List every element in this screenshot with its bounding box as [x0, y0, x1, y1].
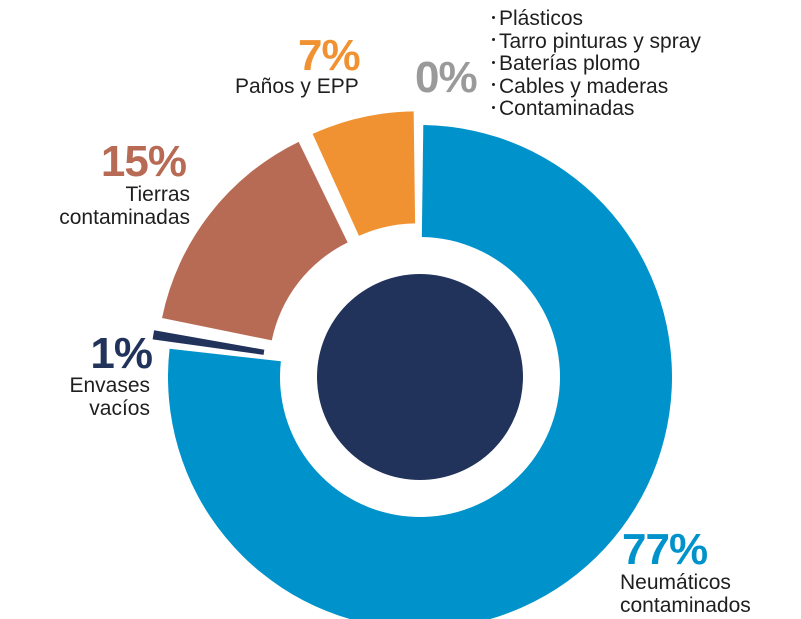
neumaticos-percent-label: 77% — [622, 525, 708, 574]
envases-desc-line1: Envases — [69, 374, 150, 397]
bullet-dot-icon — [492, 83, 495, 87]
list-item: Contaminadas — [492, 97, 701, 121]
panos-epp-percent-label: 7% — [298, 31, 361, 80]
panos-epp-desc-label: Paños y EPP — [235, 75, 359, 98]
bullet-dot-icon — [492, 60, 495, 64]
tierras-desc-line1: Tierras — [125, 183, 190, 206]
slice-envases — [152, 330, 265, 355]
bullet-dot-icon — [492, 15, 495, 19]
slice-tierras — [162, 141, 348, 341]
tierras-desc-line2: contaminadas — [59, 206, 190, 229]
donut-slices — [152, 111, 672, 619]
envases-percent-label: 1% — [90, 329, 153, 378]
list-item: Cables y maderas — [492, 75, 701, 99]
bullet-dot-icon — [492, 105, 495, 109]
envases-desc-line2: vacíos — [89, 397, 150, 420]
donut-center-disc — [317, 274, 523, 480]
list-item: Baterías plomo — [492, 52, 701, 76]
neumaticos-desc-line2: contaminados — [620, 594, 751, 617]
bullet-dot-icon — [492, 38, 495, 42]
neumaticos-desc-line1: Neumáticos — [620, 571, 731, 594]
tierras-percent-label: 15% — [100, 137, 187, 186]
slice-neumaticos — [168, 125, 672, 619]
zero-percent-item-list: Plásticos Tarro pinturas y spray Batería… — [492, 7, 701, 121]
slice-panos-epp — [312, 111, 416, 236]
list-item: Plásticos — [492, 7, 701, 31]
zero-percent-label: 0% — [415, 53, 478, 102]
list-item: Tarro pinturas y spray — [492, 30, 701, 54]
